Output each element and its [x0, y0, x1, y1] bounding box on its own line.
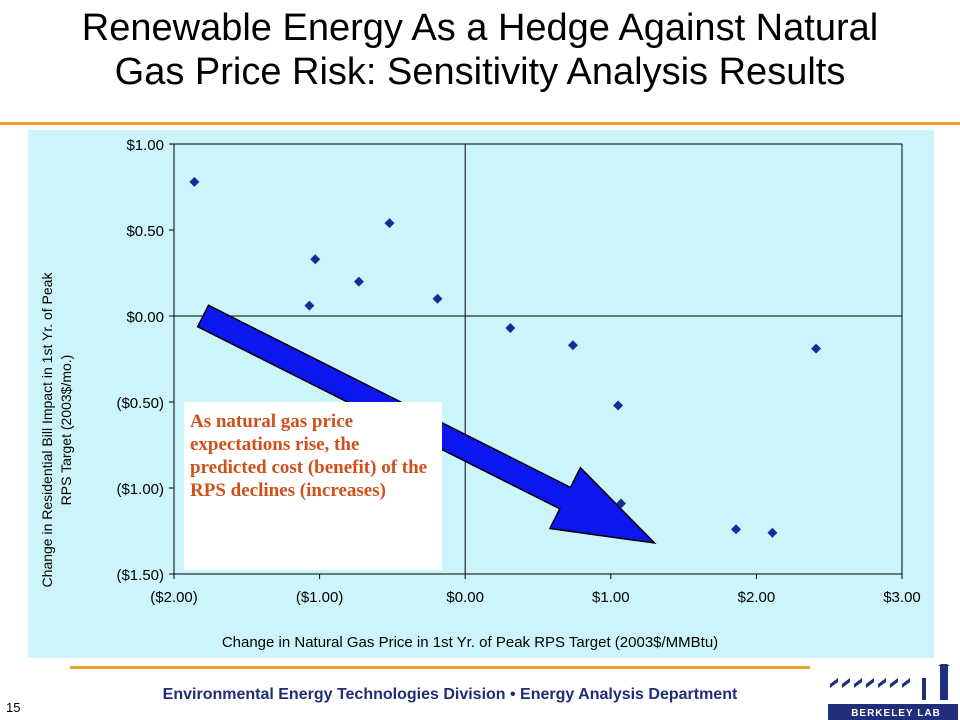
- data-point: [505, 323, 516, 334]
- scatter-chart: ($2.00) ($1.00) $0.00 $1.00 $2.00 $3.00 $1.00 $…: [39, 137, 921, 651]
- x-tick-label: ($1.00): [296, 589, 344, 606]
- y-axis-label-line-1: Change in Residential Bill Impact in 1st…: [39, 272, 55, 588]
- y-tick-label: ($0.50): [116, 395, 164, 412]
- y-tick-label: ($1.00): [116, 481, 164, 498]
- data-point: [353, 276, 364, 287]
- berkeley-lab-logo: BERKELEY LAB: [828, 664, 958, 720]
- slide-title: Renewable Energy As a Hedge Against Natu…: [0, 6, 960, 94]
- data-point: [432, 293, 443, 304]
- data-point: [304, 300, 315, 311]
- data-point: [615, 498, 626, 509]
- tick-labels: ($2.00) ($1.00) $0.00 $1.00 $2.00 $3.00 $1.00 $…: [116, 137, 920, 606]
- y-tick-label: ($1.50): [116, 567, 164, 584]
- x-tick-label: $0.00: [446, 589, 484, 606]
- logo-text: BERKELEY LAB: [851, 708, 941, 719]
- data-point: [811, 343, 822, 354]
- axes: [169, 143, 903, 579]
- data-point: [310, 254, 321, 265]
- title-line-1: Renewable Energy As a Hedge Against Natu…: [81, 7, 879, 49]
- footer-text: Environmental Energy Technologies Divisi…: [162, 686, 738, 703]
- page-number: 15: [6, 700, 21, 715]
- x-tick-label: $3.00: [883, 589, 921, 606]
- x-tick-label: $1.00: [592, 589, 630, 606]
- y-tick-label: $0.50: [126, 223, 164, 240]
- x-tick-label: ($2.00): [150, 589, 198, 606]
- data-point: [189, 176, 200, 187]
- y-axis-label-line-2: RPS Target (2003$/mo.): [58, 355, 74, 506]
- data-point: [731, 524, 742, 535]
- title-line-2: Gas Price Risk: Sensitivity Analysis Res…: [114, 51, 846, 93]
- data-point: [613, 400, 624, 411]
- data-points: [189, 176, 822, 538]
- x-tick-label: $2.00: [738, 589, 776, 606]
- footer-divider: [70, 666, 810, 669]
- title-divider: [0, 122, 960, 125]
- y-tick-label: $0.00: [126, 309, 164, 326]
- y-tick-label: $1.00: [126, 137, 164, 154]
- data-point: [767, 527, 778, 538]
- x-axis-label: Change in Natural Gas Price in 1st Yr. o…: [222, 634, 718, 651]
- plot-frame: [173, 143, 903, 575]
- y-axis-label: Change in Residential Bill Impact in 1st…: [39, 272, 74, 588]
- data-point: [384, 218, 395, 229]
- data-point: [567, 340, 578, 351]
- chart-annotation: As natural gas price expectations rise, …: [184, 402, 442, 570]
- chart-area: ($2.00) ($1.00) $0.00 $1.00 $2.00 $3.00 $1.00 $…: [28, 130, 934, 658]
